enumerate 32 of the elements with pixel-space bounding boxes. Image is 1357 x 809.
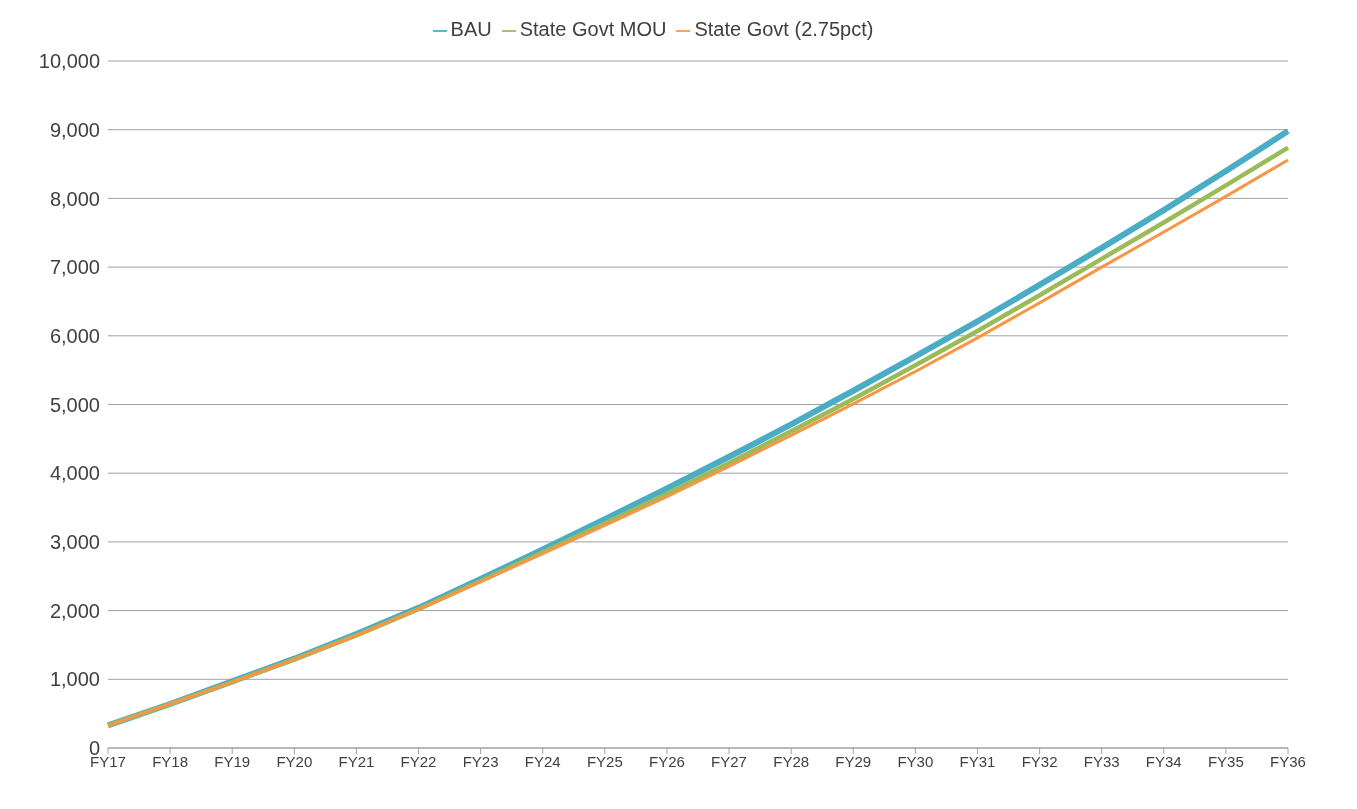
legend-label: State Govt MOU	[519, 18, 667, 40]
legend-label: BAU	[450, 18, 492, 40]
y-tick-label: 4,000	[49, 462, 100, 485]
x-tick-label: FY36	[1270, 752, 1306, 770]
legend-label: State Govt (2.75pct)	[694, 18, 874, 40]
y-tick-label: 10,000	[38, 50, 100, 73]
y-tick-label: 1,000	[49, 668, 100, 691]
y-tick-label: 7,000	[49, 256, 100, 279]
x-tick-label: FY29	[835, 752, 872, 770]
y-tick-label: 3,000	[49, 531, 100, 553]
y-tick-label: 8,000	[49, 187, 100, 210]
x-tick-label: FY22	[400, 752, 437, 770]
x-tick-label: FY35	[1207, 752, 1244, 770]
x-tick-label: FY25	[586, 752, 623, 770]
x-tick-label: FY20	[276, 752, 313, 770]
x-tick-label: FY26	[649, 752, 685, 770]
x-tick-label: FY28	[773, 752, 810, 770]
x-tick-label: FY33	[1083, 752, 1120, 770]
x-tick-label: FY24	[524, 752, 561, 770]
x-tick-label: FY27	[711, 752, 747, 770]
x-tick-label: FY34	[1145, 752, 1182, 770]
x-tick-label: FY21	[338, 752, 375, 770]
x-tick-label: FY23	[462, 752, 499, 770]
x-tick-label: FY31	[959, 752, 996, 770]
x-tick-label: FY32	[1021, 752, 1058, 770]
x-tick-label: FY18	[152, 752, 189, 770]
y-tick-label: 9,000	[49, 118, 100, 141]
x-tick-label: FY30	[897, 752, 934, 770]
y-tick-label: 6,000	[49, 324, 100, 347]
y-tick-label: 5,000	[49, 393, 100, 416]
y-tick-label: 2,000	[49, 599, 100, 622]
x-tick-label: FY19	[214, 752, 251, 770]
